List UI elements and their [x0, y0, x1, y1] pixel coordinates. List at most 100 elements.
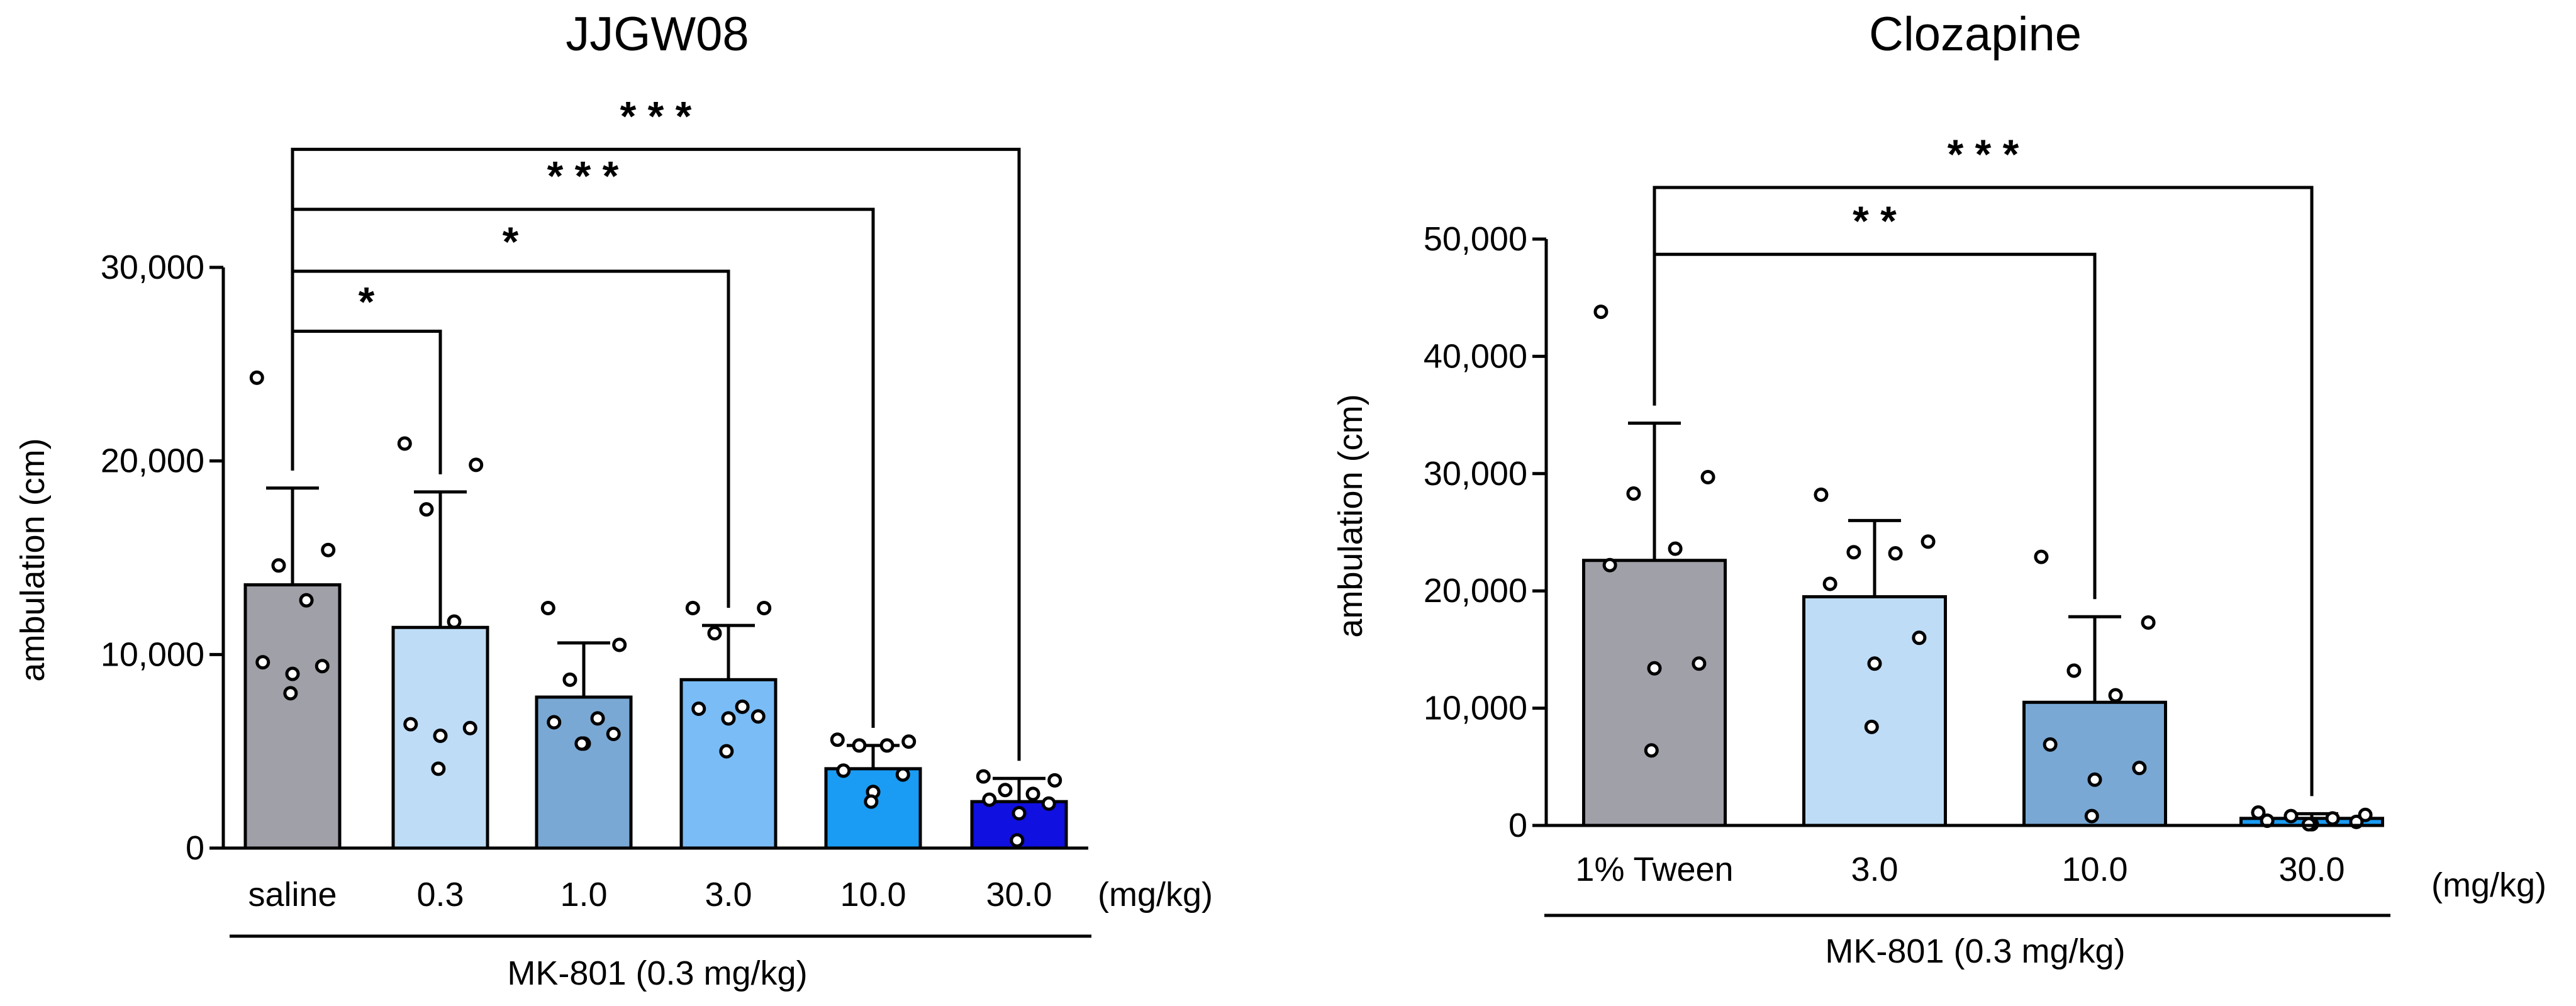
data-point — [540, 600, 555, 615]
data-point — [2251, 805, 2266, 820]
data-point — [1814, 487, 1829, 502]
data-point — [2141, 615, 2156, 630]
data-point — [590, 711, 605, 726]
data-point-group-jjgw08 — [249, 370, 1062, 848]
data-point — [1888, 546, 1903, 561]
x-tick-label: 1% Tween — [1575, 851, 1733, 888]
y-tick-label: 30,000 — [1424, 455, 1527, 493]
data-point — [2283, 808, 2299, 824]
data-point — [864, 794, 879, 809]
data-point — [735, 699, 750, 714]
bar — [243, 583, 342, 850]
data-point — [1647, 661, 1662, 676]
significance-label: * — [503, 218, 519, 265]
bar-group-jjgw08 — [243, 583, 1068, 850]
data-point — [315, 659, 330, 674]
data-point — [431, 761, 446, 776]
significance-label: * * * — [1948, 131, 2019, 177]
data-point — [1025, 786, 1040, 802]
data-point — [1700, 469, 1715, 484]
data-point — [606, 726, 621, 741]
x-tick-group-clozapine: 1% Tween 3.0 10.0 30.0 — [1575, 851, 2345, 888]
data-point — [895, 767, 910, 782]
data-point — [2066, 663, 2082, 678]
x-tick-label: 0.3 — [416, 876, 464, 914]
significance-label: * — [359, 279, 375, 325]
x-tick-label: 30.0 — [2278, 851, 2345, 888]
data-point — [750, 709, 766, 724]
data-point — [299, 593, 314, 608]
chart-title-jjgw08: JJGW08 — [566, 8, 749, 61]
unit-label-jjgw08: (mg/kg) — [1098, 876, 1213, 914]
panel-jjgw08: JJGW08 ambulation (cm) 0 10,000 20,000 30,0… — [14, 8, 1213, 992]
data-point — [2358, 807, 2373, 822]
x-axis-label-clozapine: MK-801 (0.3 mg/kg) — [1825, 932, 2125, 970]
data-point — [852, 738, 867, 753]
data-point — [2132, 761, 2147, 776]
data-point — [1912, 630, 1927, 646]
data-point — [1668, 541, 1683, 556]
error-bar-group-jjgw08 — [266, 486, 1045, 802]
data-point — [1864, 719, 1879, 734]
y-tick-label: 0 — [186, 829, 204, 867]
data-point — [2087, 772, 2102, 787]
significance-label: * * * — [620, 92, 692, 139]
x-tick-label: 30.0 — [986, 876, 1052, 914]
y-tick-label: 50,000 — [1424, 220, 1527, 258]
data-point — [1041, 796, 1056, 811]
data-point — [719, 744, 734, 759]
y-axis-label-jjgw08: ambulation (cm) — [14, 438, 52, 681]
data-point — [547, 715, 562, 730]
bar — [1802, 595, 1947, 827]
y-tick-label: 30,000 — [101, 249, 204, 286]
data-point — [1921, 534, 1936, 549]
x-axis-label-jjgw08: MK-801 (0.3 mg/kg) — [507, 954, 807, 992]
x-tick-label: saline — [248, 876, 337, 914]
y-tick-label: 10,000 — [101, 635, 204, 673]
data-point — [1644, 743, 1659, 758]
data-point — [1692, 656, 1707, 671]
y-tick-label: 10,000 — [1424, 690, 1527, 727]
data-point — [836, 763, 851, 778]
data-point — [879, 738, 895, 753]
significance-bracket — [291, 330, 442, 474]
y-tick-label: 40,000 — [1424, 337, 1527, 375]
bar — [1582, 559, 1727, 827]
y-tick-label: 0 — [1508, 807, 1527, 844]
data-point — [982, 792, 997, 807]
y-axis-label-clozapine: ambulation (cm) — [1332, 394, 1369, 637]
data-point — [403, 717, 418, 732]
x-tick-label: 10.0 — [2061, 851, 2127, 888]
data-point — [976, 769, 991, 784]
data-point — [707, 625, 722, 640]
data-point — [691, 701, 706, 716]
data-point — [1593, 305, 1609, 320]
unit-label-clozapine: (mg/kg) — [2431, 866, 2546, 904]
data-point — [998, 783, 1013, 798]
bar-group-clozapine — [1582, 559, 2384, 827]
data-point — [2034, 549, 2049, 564]
x-tick-group-jjgw08: saline 0.3 1.0 3.0 10.0 30.0 — [248, 876, 1052, 914]
chart-title-clozapine: Clozapine — [1869, 8, 2082, 61]
data-point — [721, 711, 736, 726]
data-point — [612, 637, 627, 652]
data-point — [283, 686, 298, 701]
y-tick-group-clozapine: 0 10,000 20,000 30,000 40,000 50,000 — [1424, 220, 1546, 844]
data-point — [1010, 833, 1025, 848]
data-point — [285, 666, 300, 681]
data-point — [2108, 688, 2123, 703]
data-point — [757, 600, 772, 615]
significance-label: * * — [1853, 198, 1897, 244]
significance-bracket — [1653, 186, 2314, 796]
data-point — [1602, 557, 1617, 573]
data-point — [419, 502, 434, 517]
data-point — [1626, 486, 1641, 501]
data-point — [562, 672, 577, 687]
data-point — [249, 370, 264, 385]
data-point — [462, 720, 477, 735]
x-tick-label: 3.0 — [1851, 851, 1898, 888]
significance-group-clozapine: * * * * * — [1653, 131, 2314, 796]
data-point — [1846, 545, 1861, 560]
data-point — [447, 614, 462, 629]
